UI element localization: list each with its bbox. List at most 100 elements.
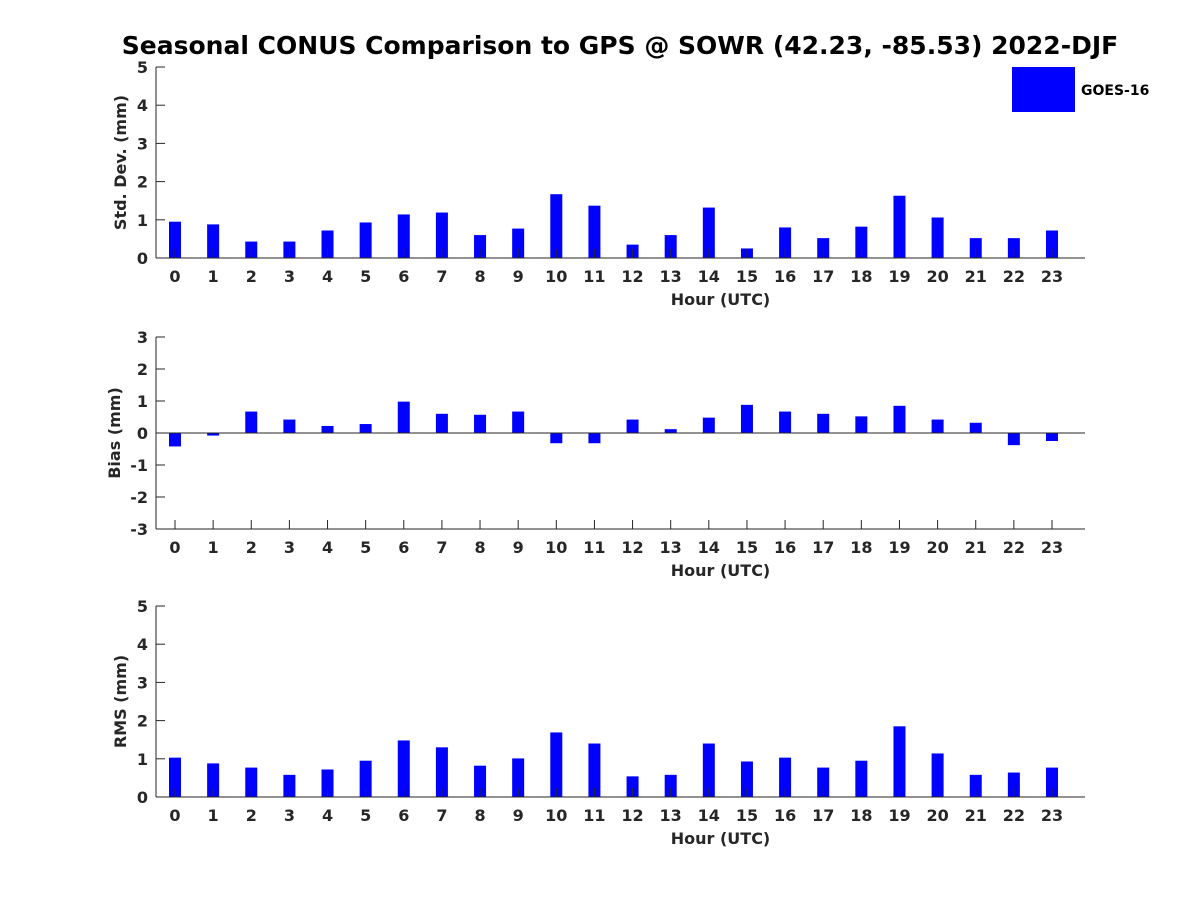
y-tick-label: 3 bbox=[137, 328, 148, 347]
x-tick-label: 15 bbox=[736, 267, 758, 286]
bar-hour-11 bbox=[588, 433, 601, 444]
x-axis-label: Hour (UTC) bbox=[671, 829, 771, 848]
x-tick-label: 11 bbox=[583, 267, 605, 286]
x-tick-label: 3 bbox=[284, 267, 295, 286]
bar-hour-11 bbox=[588, 743, 601, 797]
bar-hour-19 bbox=[893, 405, 906, 433]
bar-hour-18 bbox=[855, 760, 868, 797]
bar-hour-12 bbox=[626, 776, 639, 797]
x-tick-label: 2 bbox=[246, 806, 257, 825]
y-tick-label: 1 bbox=[137, 392, 148, 411]
bar-hour-23 bbox=[1045, 433, 1058, 441]
x-tick-label: 17 bbox=[812, 267, 834, 286]
x-tick-label: 18 bbox=[850, 538, 872, 557]
x-tick-label: 0 bbox=[169, 267, 180, 286]
x-tick-label: 16 bbox=[774, 538, 796, 557]
x-tick-label: 9 bbox=[513, 538, 524, 557]
bar-hour-23 bbox=[1045, 767, 1058, 797]
x-tick-label: 19 bbox=[888, 267, 910, 286]
x-tick-label: 22 bbox=[1003, 267, 1025, 286]
x-tick-label: 6 bbox=[398, 806, 409, 825]
x-tick-label: 8 bbox=[474, 806, 485, 825]
y-tick-label: 1 bbox=[137, 211, 148, 230]
bar-hour-0 bbox=[169, 221, 181, 258]
x-tick-label: 8 bbox=[474, 267, 485, 286]
y-tick-label: -3 bbox=[130, 520, 148, 539]
bar-hour-1 bbox=[207, 763, 220, 797]
bar-hour-7 bbox=[435, 413, 448, 433]
x-tick-label: 14 bbox=[698, 806, 720, 825]
y-tick-label: 3 bbox=[137, 134, 148, 153]
x-tick-label: 3 bbox=[284, 538, 295, 557]
bar-hour-1 bbox=[207, 433, 220, 436]
y-axis-label: RMS (mm) bbox=[111, 655, 130, 748]
x-tick-label: 23 bbox=[1041, 806, 1063, 825]
x-tick-label: 5 bbox=[360, 806, 371, 825]
bar-hour-10 bbox=[550, 194, 563, 258]
y-tick-label: -1 bbox=[130, 456, 148, 475]
bar-hour-10 bbox=[550, 433, 563, 444]
bar-hour-21 bbox=[969, 422, 982, 433]
x-tick-label: 7 bbox=[436, 538, 447, 557]
bar-hour-20 bbox=[931, 217, 944, 258]
bar-hour-4 bbox=[321, 230, 334, 258]
x-tick-label: 13 bbox=[660, 806, 682, 825]
x-tick-label: 23 bbox=[1041, 267, 1063, 286]
bar-hour-18 bbox=[855, 416, 868, 433]
x-tick-label: 11 bbox=[583, 538, 605, 557]
x-tick-label: 22 bbox=[1003, 538, 1025, 557]
x-tick-label: 9 bbox=[513, 267, 524, 286]
bar-hour-14 bbox=[702, 207, 715, 258]
bar-hour-7 bbox=[435, 212, 448, 258]
x-tick-label: 15 bbox=[736, 538, 758, 557]
bar-hour-14 bbox=[702, 743, 715, 797]
x-tick-label: 16 bbox=[774, 806, 796, 825]
bar-hour-6 bbox=[397, 740, 410, 797]
bar-hour-12 bbox=[626, 419, 639, 433]
bar-hour-9 bbox=[512, 228, 525, 258]
y-tick-label: 5 bbox=[137, 58, 148, 77]
bar-hour-15 bbox=[740, 404, 753, 433]
legend-label: GOES-16 bbox=[1081, 83, 1149, 99]
x-tick-label: 13 bbox=[660, 267, 682, 286]
x-tick-label: 4 bbox=[322, 267, 333, 286]
x-tick-label: 12 bbox=[621, 267, 643, 286]
bar-hour-0 bbox=[169, 757, 181, 797]
bar-hour-14 bbox=[702, 417, 715, 433]
y-tick-label: 0 bbox=[137, 424, 148, 443]
x-tick-label: 10 bbox=[545, 806, 567, 825]
bar-hour-5 bbox=[359, 424, 372, 433]
x-tick-label: 5 bbox=[360, 538, 371, 557]
bar-hour-6 bbox=[397, 214, 410, 258]
bar-hour-15 bbox=[740, 761, 753, 797]
bar-hour-1 bbox=[207, 224, 220, 258]
x-tick-label: 6 bbox=[398, 538, 409, 557]
y-tick-label: 2 bbox=[137, 360, 148, 379]
bar-hour-20 bbox=[931, 419, 944, 433]
x-tick-label: 22 bbox=[1003, 806, 1025, 825]
bar-hour-19 bbox=[893, 195, 906, 258]
x-tick-label: 1 bbox=[208, 806, 219, 825]
y-tick-label: 5 bbox=[137, 597, 148, 616]
x-tick-label: 19 bbox=[888, 538, 910, 557]
x-tick-label: 12 bbox=[621, 806, 643, 825]
x-tick-label: 6 bbox=[398, 267, 409, 286]
bar-hour-18 bbox=[855, 226, 868, 258]
x-tick-label: 4 bbox=[322, 538, 333, 557]
x-tick-label: 0 bbox=[169, 806, 180, 825]
y-tick-label: 4 bbox=[137, 96, 148, 115]
x-tick-label: 12 bbox=[621, 538, 643, 557]
bar-hour-6 bbox=[397, 401, 410, 433]
bar-hour-3 bbox=[283, 774, 296, 797]
bar-hour-9 bbox=[512, 411, 525, 433]
x-tick-label: 2 bbox=[246, 267, 257, 286]
bar-hour-22 bbox=[1007, 772, 1020, 797]
x-tick-label: 21 bbox=[965, 538, 987, 557]
x-tick-label: 20 bbox=[926, 806, 948, 825]
bar-hour-8 bbox=[474, 414, 487, 433]
x-tick-label: 23 bbox=[1041, 538, 1063, 557]
bar-hour-23 bbox=[1045, 230, 1058, 258]
